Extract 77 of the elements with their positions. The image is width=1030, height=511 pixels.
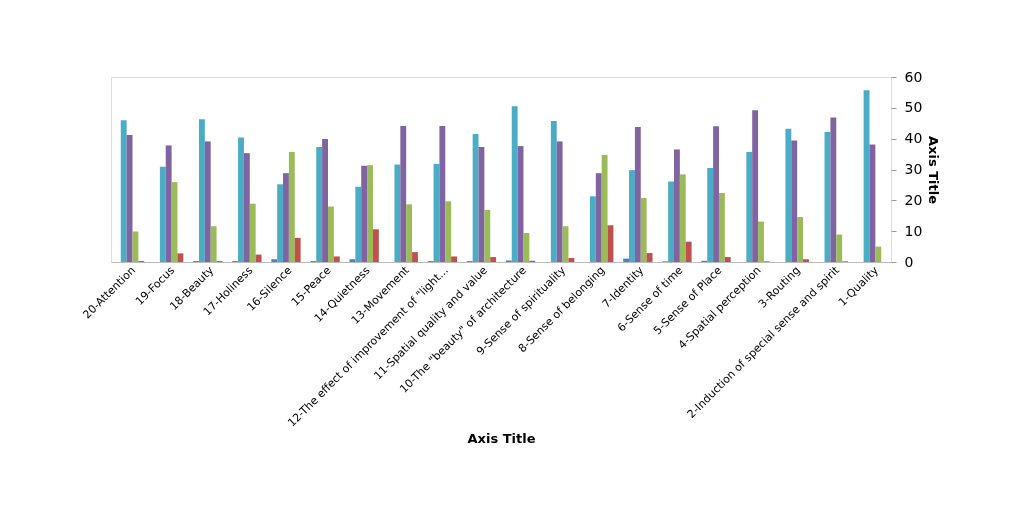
bar <box>367 165 373 262</box>
bar <box>836 234 843 262</box>
bar <box>412 252 418 262</box>
bar <box>439 126 446 262</box>
bar <box>523 233 530 262</box>
bar <box>472 134 479 262</box>
bar <box>556 141 563 262</box>
bar <box>126 134 133 262</box>
bar <box>634 126 641 262</box>
x-axis-title: Axis Title <box>467 430 536 446</box>
bar <box>629 170 635 262</box>
bar <box>707 167 714 262</box>
bar <box>283 173 289 262</box>
bar <box>406 204 413 262</box>
bar <box>791 140 798 262</box>
y-tick-label: 30 <box>904 161 923 177</box>
bar <box>869 144 876 262</box>
bar <box>679 174 686 262</box>
bar <box>327 206 334 262</box>
bar <box>595 173 602 262</box>
bar <box>752 110 759 262</box>
bar <box>165 145 172 262</box>
bar <box>623 258 630 262</box>
bar <box>277 184 284 262</box>
bar <box>484 209 491 262</box>
bar <box>355 186 362 262</box>
bar <box>243 153 250 262</box>
bar <box>271 259 278 262</box>
bar <box>830 117 837 262</box>
bar <box>713 126 719 262</box>
bar <box>198 119 205 262</box>
bar <box>758 221 764 262</box>
y-tick-label: 10 <box>904 222 923 239</box>
bar <box>490 257 497 262</box>
bar <box>797 216 804 262</box>
bar <box>238 137 244 262</box>
bar <box>204 141 211 262</box>
bar <box>674 149 680 262</box>
bar <box>210 226 217 262</box>
bar <box>746 151 753 262</box>
bar <box>400 126 407 262</box>
bar <box>646 253 653 262</box>
y-tick-label: 20 <box>904 191 923 208</box>
bar <box>349 259 356 262</box>
bar <box>255 254 262 262</box>
bar <box>568 257 575 262</box>
bar <box>159 166 166 262</box>
bar <box>249 203 256 262</box>
bar <box>333 256 340 262</box>
bar <box>177 253 184 262</box>
bar <box>294 237 301 262</box>
bar <box>394 164 401 262</box>
y-tick-label: 0 <box>904 253 914 270</box>
bar <box>589 196 596 262</box>
bar <box>322 138 328 262</box>
bar <box>120 120 127 262</box>
bar <box>316 146 323 262</box>
bar <box>372 229 379 262</box>
y-tick-label: 50 <box>904 99 923 116</box>
bar <box>445 201 452 262</box>
y-tick-label: 40 <box>904 130 923 147</box>
y-axis-title: Axis Title <box>926 136 942 205</box>
bar <box>785 128 792 262</box>
bar <box>451 256 458 262</box>
bar <box>511 106 518 262</box>
bar <box>718 192 725 262</box>
bar <box>361 165 368 262</box>
bar <box>550 121 557 262</box>
bar <box>601 155 608 262</box>
bar <box>668 181 675 262</box>
bar <box>724 257 731 262</box>
bar <box>803 259 809 262</box>
bar <box>640 197 647 262</box>
bar <box>685 241 692 262</box>
bar <box>288 151 295 262</box>
bar <box>875 246 882 262</box>
y-tick-label: 60 <box>904 68 923 85</box>
